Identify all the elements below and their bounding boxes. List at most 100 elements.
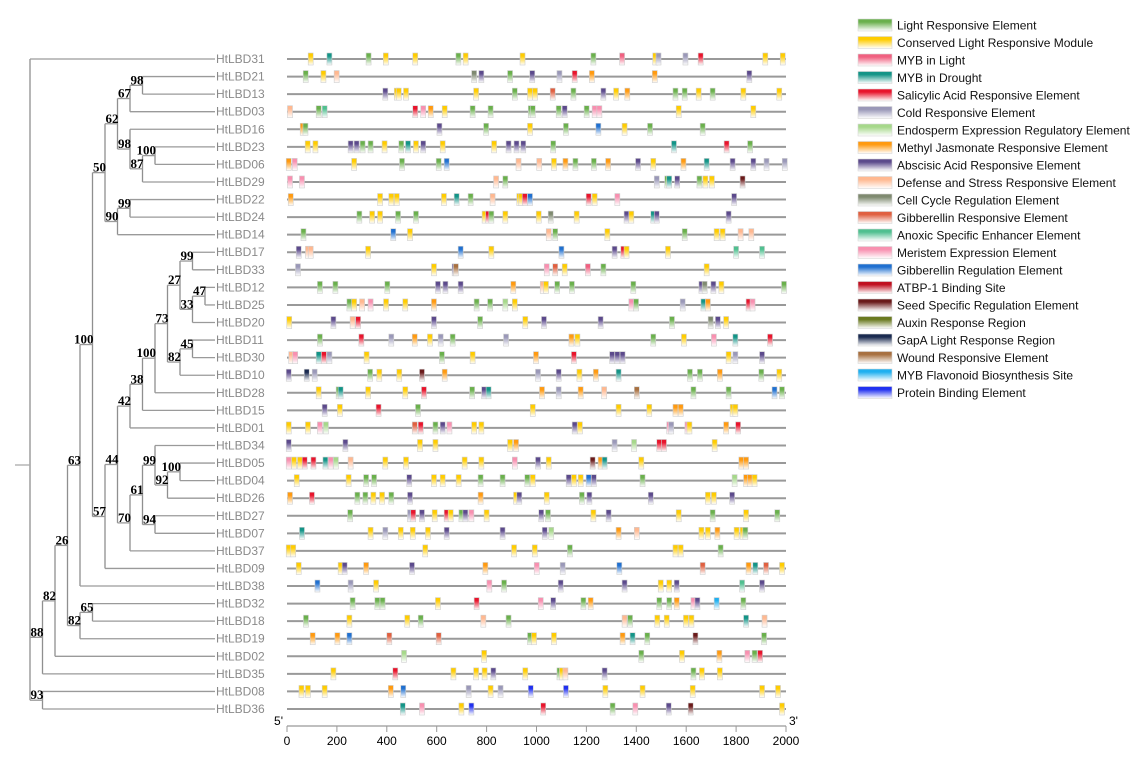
cis-element-box xyxy=(295,562,302,575)
cis-element-box xyxy=(511,298,518,312)
gene-row: HtLBD30 xyxy=(216,351,786,365)
cis-element-box xyxy=(750,158,757,171)
cis-element-box xyxy=(540,702,547,716)
cis-element-box xyxy=(425,527,431,540)
gene-label: HtLBD03 xyxy=(216,105,265,119)
legend-swatch xyxy=(857,53,893,67)
cis-element-box xyxy=(420,140,427,154)
cis-element-box xyxy=(431,474,437,487)
cis-element-box xyxy=(355,316,361,329)
cis-element-box xyxy=(326,351,333,364)
bootstrap-value: 67 xyxy=(118,86,132,101)
cis-element-box xyxy=(597,316,604,329)
cis-element-box xyxy=(513,140,520,154)
cis-element-box xyxy=(698,527,705,540)
cis-element-box xyxy=(589,70,595,83)
legend-item: Gibberellin Responsive Element xyxy=(857,211,1068,225)
cis-element-box xyxy=(663,614,670,628)
bootstrap-value: 57 xyxy=(93,503,107,518)
bootstrap-value: 38 xyxy=(131,371,145,386)
cis-element-box xyxy=(285,439,292,452)
cis-element-box xyxy=(317,333,323,347)
legend-item: Cold Responsive Element xyxy=(857,106,1036,120)
cis-element-box xyxy=(483,509,490,523)
axis-tick-label: 0 xyxy=(284,734,291,748)
cis-element-box xyxy=(672,87,679,101)
cis-element-box xyxy=(435,597,441,610)
cis-element-box xyxy=(705,527,711,540)
cis-element-box xyxy=(383,52,389,66)
cis-element-box xyxy=(732,404,739,417)
gene-row: HtLBD21 xyxy=(216,70,786,84)
cis-element-box xyxy=(650,333,657,347)
cis-element-box xyxy=(539,386,545,400)
cis-element-box xyxy=(707,316,714,329)
legend-swatch xyxy=(857,158,893,172)
cis-element-box xyxy=(419,702,425,716)
cis-element-box xyxy=(435,281,441,294)
legend-swatch xyxy=(857,333,893,347)
cis-element-box xyxy=(493,175,499,189)
legend-swatch xyxy=(857,386,893,399)
legend-item: Anoxic Specific Enhancer Element xyxy=(857,229,1081,243)
cis-element-box xyxy=(619,632,626,646)
cis-element-box xyxy=(327,456,334,470)
cis-element-box xyxy=(653,210,660,224)
cis-element-box xyxy=(697,368,703,382)
cis-element-box xyxy=(536,158,543,171)
cis-element-box xyxy=(337,404,343,417)
cis-element-box xyxy=(409,527,416,540)
gene-label: HtLBD16 xyxy=(216,122,265,136)
cis-element-box xyxy=(427,105,434,119)
cis-element-box xyxy=(624,87,631,101)
cis-element-box xyxy=(432,439,439,452)
cis-element-box xyxy=(453,193,460,206)
cis-element-box xyxy=(311,368,318,382)
gene-row: HtLBD15 xyxy=(216,403,786,417)
gene-row: HtLBD33 xyxy=(216,263,786,277)
cis-element-box xyxy=(590,509,597,523)
cis-element-box xyxy=(510,281,517,294)
cis-element-box xyxy=(587,597,594,610)
cis-element-box xyxy=(572,158,579,171)
cis-element-box xyxy=(292,351,299,364)
cis-element-box xyxy=(406,474,413,487)
cis-element-box xyxy=(481,667,488,681)
cis-element-box xyxy=(315,105,322,119)
cis-element-box xyxy=(694,597,701,610)
cis-element-box xyxy=(524,474,531,487)
cis-element-box xyxy=(337,386,344,400)
gene-row: HtLBD27 xyxy=(216,509,786,523)
cis-element-box xyxy=(513,439,519,452)
cis-element-box xyxy=(781,281,787,294)
cis-element-box xyxy=(511,544,517,558)
cis-element-box xyxy=(656,439,663,452)
cis-element-box xyxy=(699,667,705,681)
legend-label: Seed Specific Regulation Element xyxy=(897,299,1079,313)
cis-element-box xyxy=(535,210,542,224)
cis-element-box xyxy=(457,245,464,259)
cis-element-box xyxy=(382,87,389,101)
cis-element-box xyxy=(367,140,374,154)
legend-item: ATBP-1 Binding Site xyxy=(857,281,1006,295)
cis-element-box xyxy=(705,491,711,505)
cis-element-box xyxy=(407,491,413,505)
bootstrap-value: 26 xyxy=(56,532,70,547)
cis-element-box xyxy=(435,158,442,171)
cis-element-box xyxy=(531,632,537,646)
cis-element-box xyxy=(762,52,769,66)
cis-element-box xyxy=(675,105,682,119)
cis-element-box xyxy=(367,527,374,540)
cis-element-box xyxy=(346,632,353,646)
legend-swatch xyxy=(857,193,893,207)
gene-label: HtLBD10 xyxy=(216,368,265,382)
cis-element-box xyxy=(322,456,329,470)
cis-element-box xyxy=(573,210,580,224)
cis-element-box xyxy=(555,105,562,119)
cis-element-box xyxy=(390,228,397,241)
cis-element-box xyxy=(287,105,293,119)
cis-element-box xyxy=(657,579,664,593)
bootstrap-value: 90 xyxy=(106,209,119,224)
cis-element-box xyxy=(723,421,729,435)
cis-element-box xyxy=(388,333,395,347)
